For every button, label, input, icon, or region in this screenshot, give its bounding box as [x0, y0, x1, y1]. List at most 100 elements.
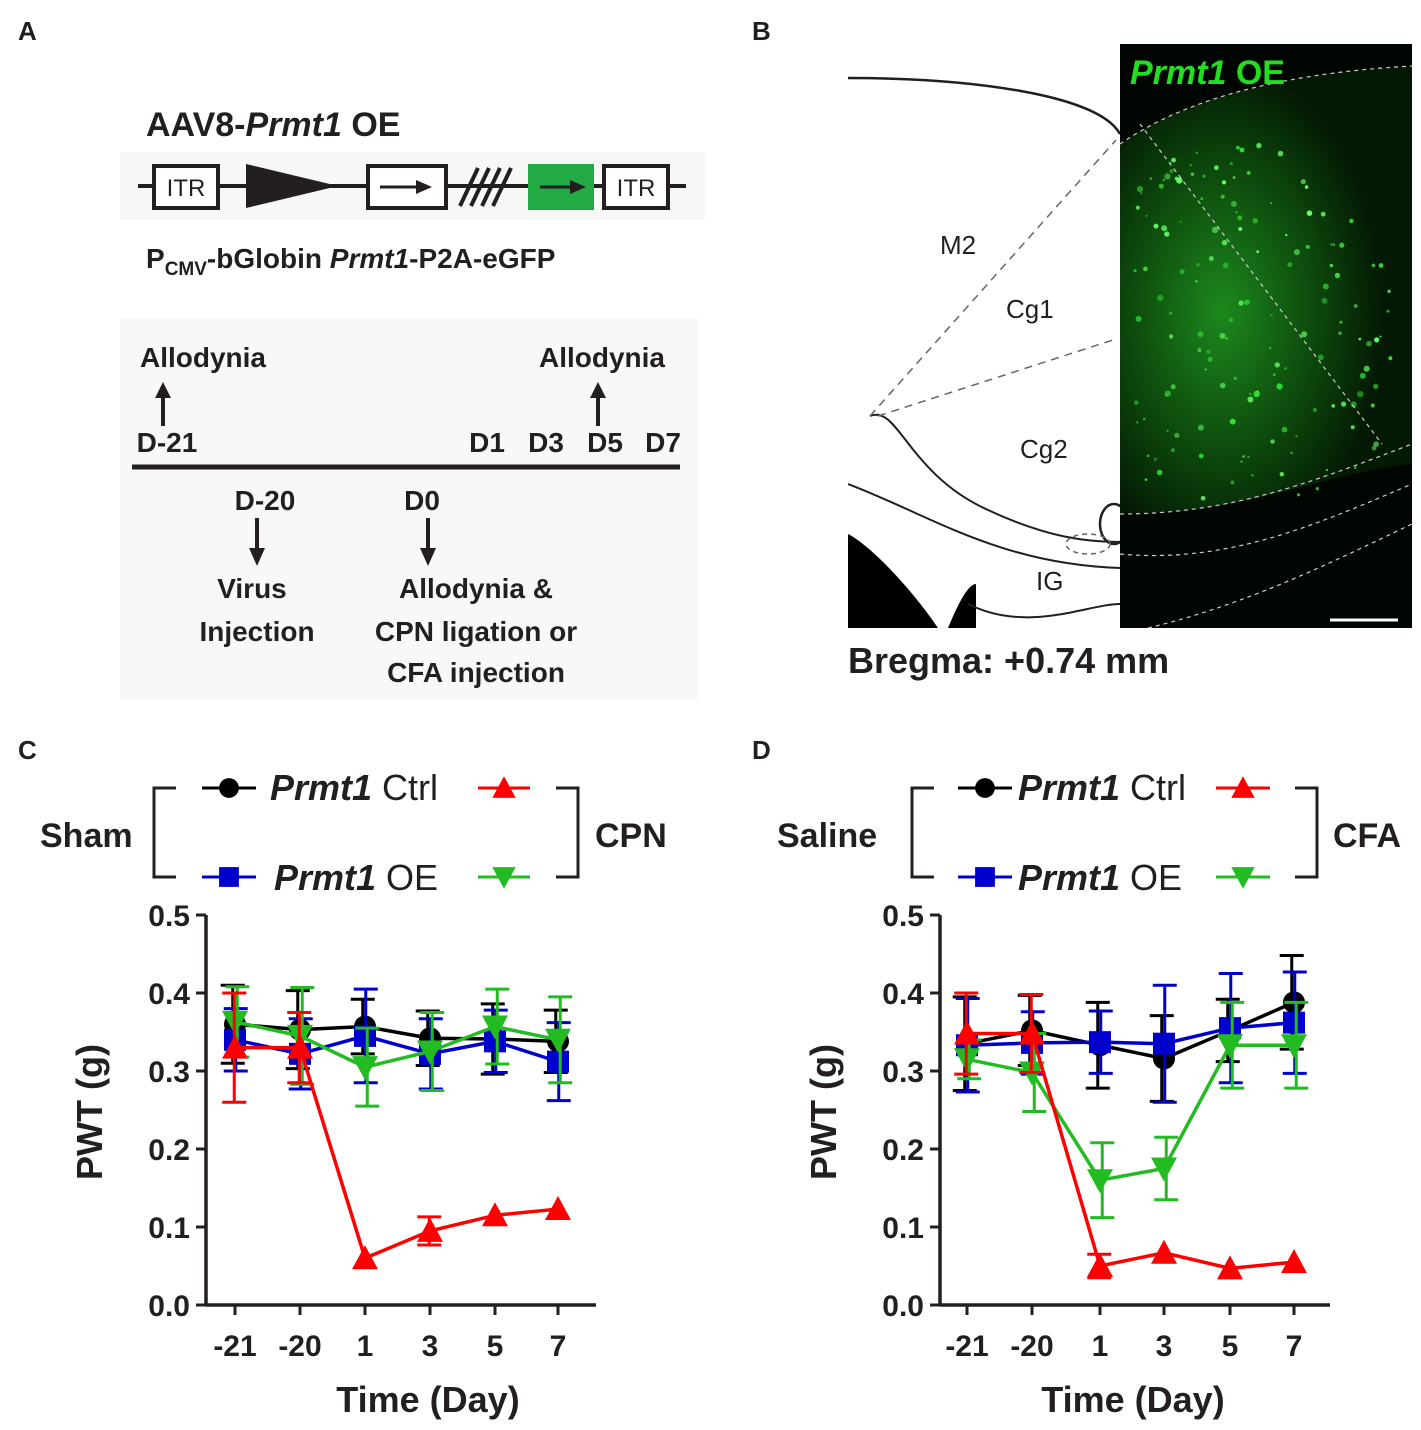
y-tick-label: 0.4 [882, 978, 924, 1011]
region-label-cg2: Cg2 [1020, 434, 1068, 464]
series-saline-prmt1-ctrl [952, 954, 1305, 1103]
x-axis-title: Time (Day) [1041, 1379, 1224, 1420]
event-line2: CPN ligation or [375, 616, 577, 647]
break-hatch-icon [458, 167, 513, 207]
panel-letter-c: C [18, 735, 37, 765]
data-point [482, 1015, 508, 1040]
bregma-label: Bregma: +0.74 mm [848, 640, 1170, 681]
x-tick-label: 1 [1092, 1330, 1109, 1363]
construct-caption: PCMV-bGlobin Prmt1-P2A-eGFP [146, 243, 555, 280]
data-point [1151, 1157, 1177, 1182]
panel-letter-a: A [18, 16, 37, 46]
day-label: D5 [587, 427, 623, 458]
itr-right [602, 164, 670, 210]
axes [204, 915, 596, 1307]
panel-letter-d: D [752, 735, 771, 765]
legend-bracket [556, 786, 580, 879]
x-tick-label: -20 [1010, 1330, 1053, 1363]
series-cfa-prmt1-ctrl [954, 991, 1307, 1280]
data-point [1153, 1032, 1175, 1055]
series-cpn-prmt1-ctrl [222, 991, 571, 1270]
series-line [967, 1031, 1295, 1271]
x-tick-label: 1 [357, 1330, 374, 1363]
gfp-cells [1133, 142, 1393, 501]
data-point [417, 1040, 443, 1065]
x-tick-label: 3 [422, 1330, 439, 1363]
itr-right-label: ITR [617, 175, 656, 202]
data-point [1281, 1249, 1307, 1274]
legend-bracket [152, 786, 176, 879]
data-point [1089, 1031, 1111, 1054]
event-line3: CFA injection [387, 657, 565, 688]
legend-right-label: CPN [595, 817, 667, 855]
legend-left-label: Sham [40, 817, 133, 855]
day-label: D7 [645, 427, 681, 458]
legend-d: Saline CFA Prmt1 Ctrl Prmt1 OE [777, 767, 1401, 898]
y-tick-label: 0.5 [148, 900, 190, 933]
data-point [1151, 1239, 1177, 1264]
legend-row1-label: Prmt1 Ctrl [270, 767, 438, 808]
legend-c: Sham CPN Prmt1 Ctrl Prmt1 OE [40, 767, 667, 898]
legend-bracket [910, 786, 934, 879]
chart-c: Sham CPN Prmt1 Ctrl Prmt1 OE Time (Day) … [40, 767, 667, 1420]
panel-b-atlas-image: M2 Cg1 Cg2 IG Prmt1 OE [848, 44, 1412, 628]
y-tick-label: 0.3 [148, 1056, 190, 1089]
region-label-m2: M2 [940, 230, 976, 260]
data-point [354, 1024, 376, 1047]
virus-line2: Injection [199, 616, 314, 647]
data-point [1217, 1255, 1243, 1280]
legend-right-label: CFA [1333, 817, 1401, 855]
construct-title: AAV8-Prmt1 OE [146, 106, 400, 144]
data-point [484, 1030, 506, 1053]
data-point [287, 1034, 313, 1059]
cmv-promoter-arrow [246, 164, 338, 208]
y-axis-title: PWT (g) [803, 1044, 844, 1180]
data-point [1087, 1169, 1113, 1194]
virus-line1: Virus [217, 573, 287, 604]
series-sham-prmt1-oe [223, 987, 571, 1103]
x-tick-label: 7 [1286, 1330, 1303, 1363]
region-label-cg1: Cg1 [1006, 294, 1054, 324]
data-point [545, 1196, 571, 1221]
x-tick-label: 5 [487, 1330, 504, 1363]
data-point [1019, 1020, 1045, 1045]
y-tick-label: 0.0 [882, 1290, 924, 1323]
allodynia-left: Allodynia [140, 342, 266, 373]
panel-a-schematic: AAV8-Prmt1 OE ITR ITR PCMV-bGlobin Prmt1… [120, 106, 705, 700]
series-line [966, 1043, 1294, 1183]
y-tick-label: 0.0 [148, 1290, 190, 1323]
data-point [352, 1245, 378, 1270]
x-tick-label: -20 [278, 1330, 321, 1363]
series-line [234, 1020, 559, 1069]
arrow-down-icon [249, 548, 265, 566]
y-tick-label: 0.1 [882, 1212, 924, 1245]
itr-left-label: ITR [167, 175, 206, 202]
data-point [417, 1217, 443, 1242]
y-tick-label: 0.2 [148, 1134, 190, 1167]
panel-letter-b: B [752, 16, 771, 46]
day-label-d20: D-20 [235, 485, 296, 516]
legend-row2-label: Prmt1 OE [274, 857, 438, 898]
arrow-up-icon [155, 382, 171, 398]
data-point [1281, 1034, 1307, 1059]
axes [938, 915, 1330, 1307]
legend-bracket [1295, 786, 1319, 879]
allodynia-right: Allodynia [539, 342, 665, 373]
legend-row2-label: Prmt1 OE [1018, 857, 1182, 898]
data-point [222, 1034, 248, 1059]
data-point [1087, 1253, 1113, 1277]
region-label-ig: IG [1036, 566, 1063, 596]
data-point [954, 1020, 980, 1045]
x-tick-label: 5 [1222, 1330, 1239, 1363]
chart-d: Saline CFA Prmt1 Ctrl Prmt1 OE Time (Day… [777, 767, 1401, 1420]
x-tick-label: 7 [550, 1330, 567, 1363]
series-line [235, 1045, 559, 1261]
data-point [1217, 1034, 1243, 1059]
itr-left [152, 164, 220, 210]
legend-key-ctrl-injured-marker [492, 776, 516, 798]
legend-key-ctrl-sham-marker [975, 778, 995, 798]
x-tick-label: -21 [213, 1330, 256, 1363]
x-axis-title: Time (Day) [336, 1379, 519, 1420]
event-line1: Allodynia & [399, 573, 553, 604]
data-point [1283, 1011, 1305, 1034]
